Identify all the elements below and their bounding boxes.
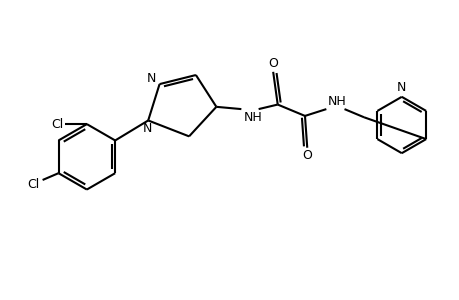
Text: O: O — [268, 57, 278, 70]
Text: Cl: Cl — [28, 178, 39, 191]
Text: Cl: Cl — [51, 118, 63, 130]
Text: O: O — [302, 149, 312, 162]
Text: NH: NH — [243, 111, 262, 124]
Text: N: N — [396, 81, 406, 94]
Text: NH: NH — [327, 95, 346, 108]
Text: N: N — [146, 72, 156, 85]
Text: N: N — [142, 122, 151, 135]
